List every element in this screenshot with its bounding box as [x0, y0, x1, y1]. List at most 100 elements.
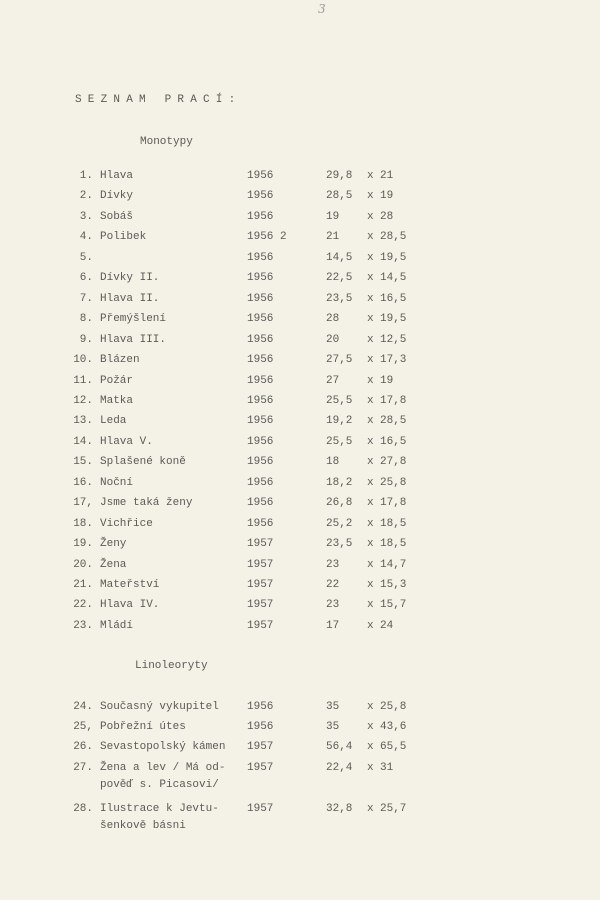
item-year: 1957: [247, 538, 274, 551]
item-width: 14,5: [326, 251, 353, 264]
item-number: 24.: [73, 701, 93, 713]
item-number: 22.: [73, 599, 93, 612]
list-item: 10. Blázen 1956 27,5 x 17,3: [0, 354, 600, 370]
item-number: 11.: [73, 374, 93, 387]
item-title: Matka: [100, 394, 134, 407]
item-title: Noční: [100, 476, 134, 489]
item-year: 1956: [247, 394, 274, 407]
dimension-separator: x: [367, 558, 374, 571]
item-height: 15,3: [380, 579, 407, 591]
item-width: 28,5: [326, 190, 353, 203]
item-height: 14,5: [380, 272, 407, 285]
list-item: 8. Přemýšlení 1956 28 x 19,5: [0, 313, 600, 329]
item-number: 27.: [73, 762, 93, 774]
item-title: Hlava: [100, 170, 134, 182]
dimension-separator: x: [367, 292, 374, 305]
list-item: 1. Hlava 1956 29,8 x 21: [0, 170, 600, 186]
item-height: 31: [380, 762, 394, 774]
item-year: 1956: [247, 354, 274, 367]
item-width: 25,2: [326, 517, 353, 530]
item-height: 17,8: [380, 497, 407, 510]
dimension-separator: x: [367, 251, 374, 264]
item-width: 22,4: [326, 762, 353, 774]
list-item: 2. Dívky 1956 28,5 x 19: [0, 190, 600, 206]
item-number: 14.: [73, 435, 93, 448]
item-height: 28,5: [380, 415, 407, 428]
item-number: 4.: [79, 231, 93, 244]
item-height: 16,5: [380, 435, 407, 448]
dimension-separator: x: [367, 190, 374, 203]
item-year: 1957: [247, 762, 274, 774]
item-year: 1957: [247, 803, 274, 815]
item-year: 1957: [247, 558, 274, 571]
item-width: 18,2: [326, 476, 353, 489]
item-width: 23: [326, 599, 340, 612]
item-width: 25,5: [326, 435, 353, 448]
item-year: 1956: [247, 210, 274, 223]
dimension-separator: x: [367, 231, 374, 244]
list-item: 9. Hlava III. 1956 20 x 12,5: [0, 334, 600, 350]
list-item: 21. Mateřství 1957 22 x 15,3: [0, 579, 600, 595]
item-title: Požár: [100, 374, 134, 387]
item-number: 17,: [73, 497, 93, 510]
item-height: 19: [380, 374, 394, 387]
item-width: 20: [326, 333, 340, 346]
page-number: 3: [318, 2, 326, 16]
item-number: 7.: [79, 292, 93, 305]
item-height: 19,5: [380, 251, 407, 264]
item-title: Ženy: [100, 538, 127, 551]
item-width: 23,5: [326, 538, 353, 551]
dimension-separator: x: [367, 721, 374, 733]
item-year: 1956: [247, 456, 274, 469]
dimension-separator: x: [367, 701, 374, 713]
item-title-continued: šenkově básni: [100, 820, 186, 832]
item-height: 21: [380, 170, 394, 182]
dimension-separator: x: [367, 333, 374, 346]
item-title: Současný vykupitel: [100, 701, 219, 713]
list-item: 22. Hlava IV. 1957 23 x 15,7: [0, 599, 600, 615]
section-heading-monotypy: Monotypy: [140, 136, 193, 148]
dimension-separator: x: [367, 170, 374, 182]
list-item: 16. Noční 1956 18,2 x 25,8: [0, 477, 600, 493]
item-year: 1957: [247, 579, 274, 591]
item-number: 16.: [73, 476, 93, 489]
item-title: Leda: [100, 415, 127, 428]
item-width: 32,8: [326, 803, 353, 815]
item-width: 19: [326, 210, 340, 223]
item-number: 23.: [73, 619, 93, 632]
item-width: 22: [326, 579, 340, 591]
item-number: 10.: [73, 354, 93, 367]
item-width: 23: [326, 558, 340, 571]
item-title-continued: pověď s. Picasovi/: [100, 779, 219, 791]
list-item: 23. Mládí 1957 17 x 24: [0, 620, 600, 636]
list-item: 14. Hlava V. 1956 25,5 x 16,5: [0, 436, 600, 452]
list-item: 7. Hlava II. 1956 23,5 x 16,5: [0, 293, 600, 309]
list-item: 25, Pobřežní útes 1956 35 x 43,6: [0, 721, 600, 737]
item-height: 16,5: [380, 292, 407, 305]
dimension-separator: x: [367, 272, 374, 285]
list-item: 4. Polibek 1956 2 21 x 28,5: [0, 231, 600, 247]
list-item: 11. Požár 1956 27 x 19: [0, 375, 600, 391]
item-year: 1956: [247, 415, 274, 428]
item-number: 6.: [79, 272, 93, 285]
item-width: 18: [326, 456, 340, 469]
item-number: 26.: [73, 741, 93, 753]
dimension-separator: x: [367, 456, 374, 469]
item-height: 18,5: [380, 517, 407, 530]
item-year: 1956: [247, 190, 274, 203]
item-number: 1.: [79, 170, 93, 182]
dimension-separator: x: [367, 619, 374, 632]
dimension-separator: x: [367, 803, 374, 815]
list-item: 5. 1956 14,5 x 19,5: [0, 252, 600, 268]
item-title: Splašené koně: [100, 456, 186, 469]
item-year: 1957: [247, 741, 274, 753]
item-number: 18.: [73, 517, 93, 530]
item-number: 3.: [79, 210, 93, 223]
list-item: 18. Vichřice 1956 25,2 x 18,5: [0, 518, 600, 534]
dimension-separator: x: [367, 497, 374, 510]
item-width: 35: [326, 721, 340, 733]
item-year: 1956 2: [247, 231, 287, 244]
item-number: 28.: [73, 803, 93, 815]
item-title: Pobřežní útes: [100, 721, 186, 733]
